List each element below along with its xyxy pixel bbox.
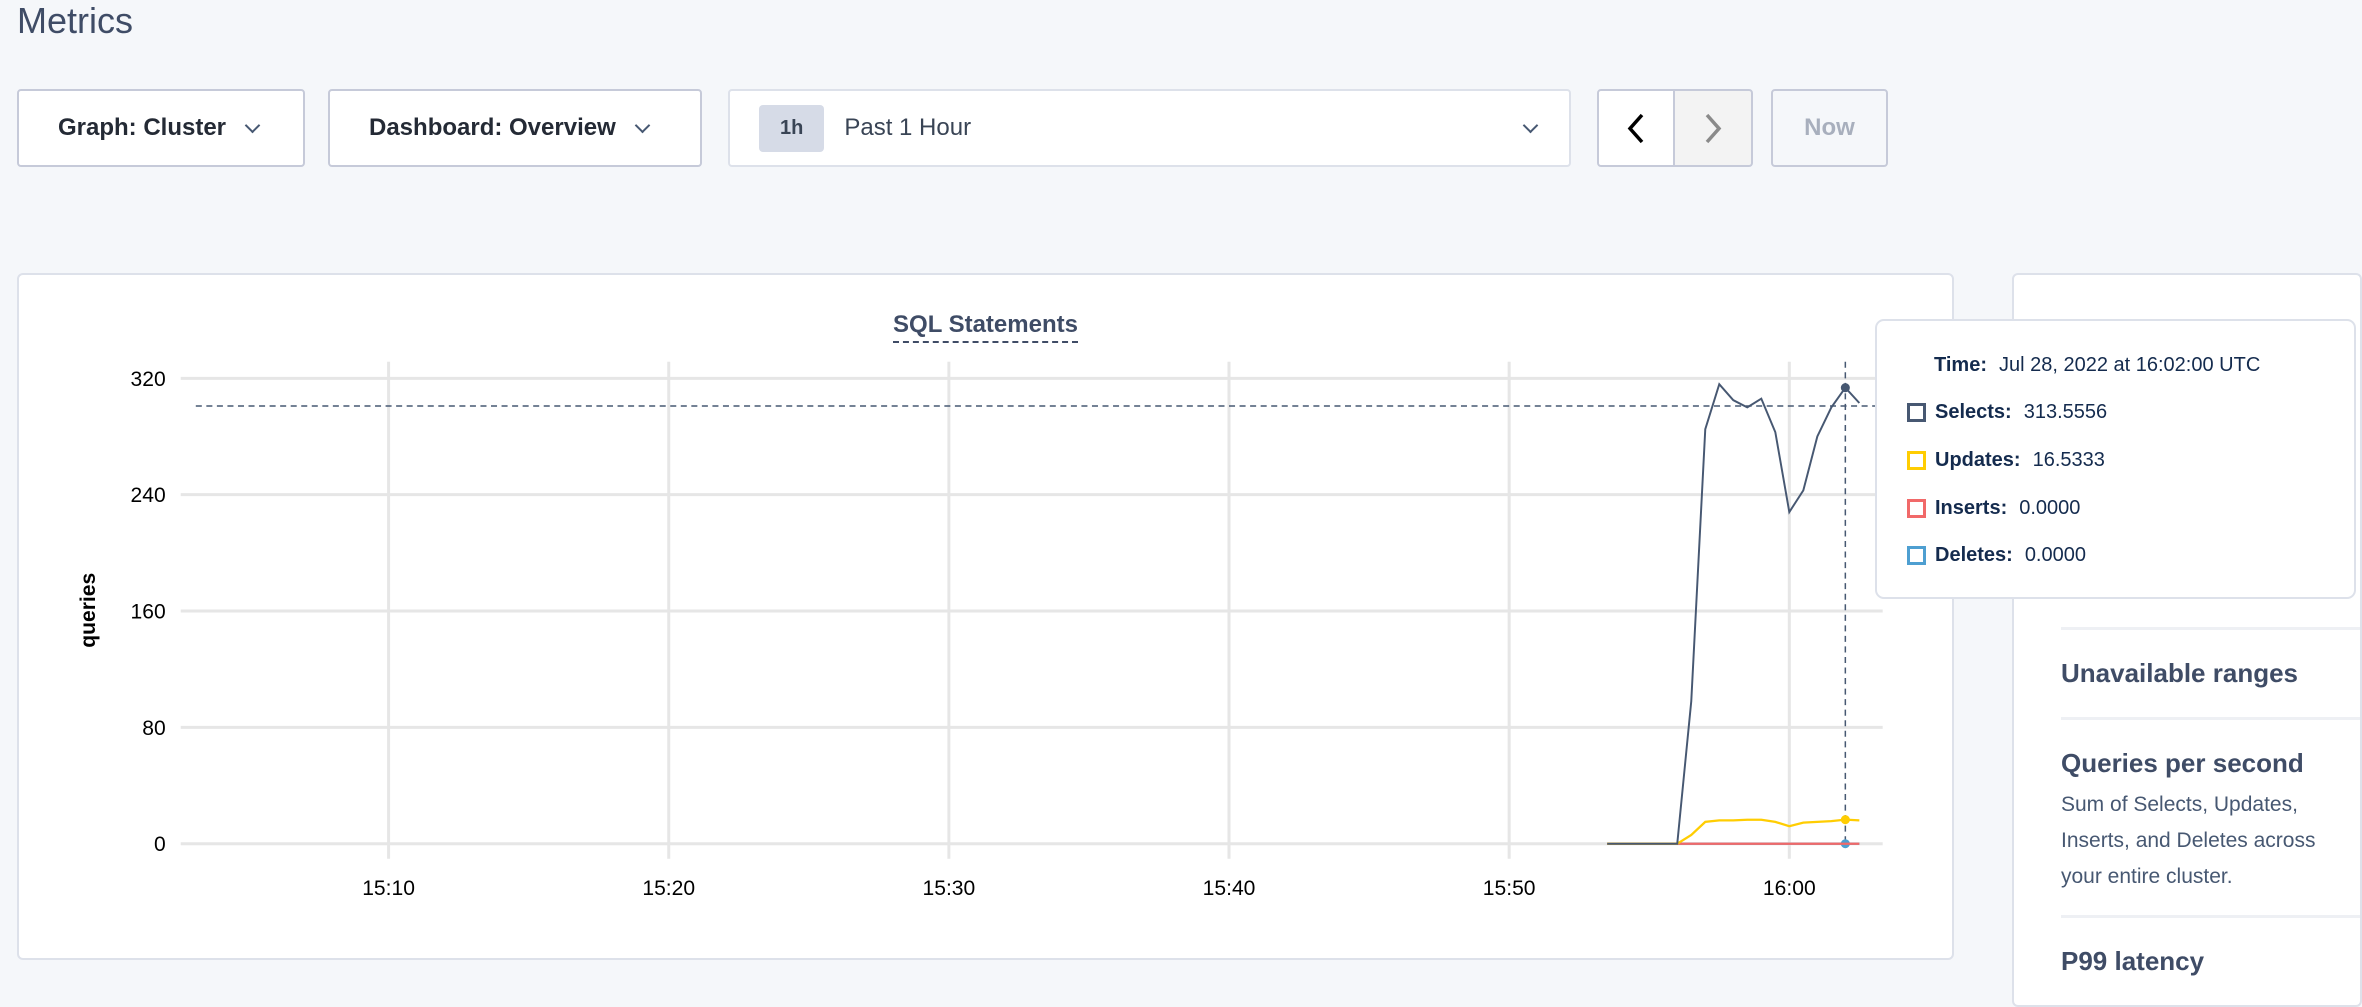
tooltip-row-inserts: Inserts: 0.0000 — [1907, 497, 2080, 520]
hover-point-selects — [1840, 383, 1850, 393]
legend-swatch-icon — [1907, 546, 1926, 565]
tooltip-row-deletes: Deletes: 0.0000 — [1907, 544, 2086, 567]
panel-item-description-line: Sum of Selects, Updates, Inserts, and De… — [2061, 793, 2316, 852]
chevron-left-icon — [1627, 113, 1644, 143]
tooltip-label: Deletes: — [1935, 544, 2013, 566]
chart-title[interactable]: SQL Statements — [893, 311, 1078, 343]
graph-select-label: Graph: Cluster — [58, 114, 227, 141]
divider — [2061, 627, 2360, 630]
x-tick-label: 15:20 — [642, 877, 695, 900]
x-tick-label: 15:40 — [1203, 877, 1256, 900]
tooltip-label: Updates: — [1935, 449, 2021, 471]
tooltip-time-value: Jul 28, 2022 at 16:02:00 UTC — [1998, 354, 2261, 376]
panel-item-title[interactable]: P99 latency — [2061, 946, 2205, 976]
legend-swatch-icon — [1907, 403, 1926, 422]
tooltip-row-selects: Selects: 313.5556 — [1907, 401, 2107, 424]
divider — [2061, 717, 2360, 720]
x-tick-label: 16:00 — [1763, 877, 1816, 900]
legend-swatch-icon — [1907, 499, 1926, 518]
series-line-selects — [1607, 382, 1861, 845]
chevron-right-icon — [1705, 113, 1722, 143]
time-range-label: Past 1 Hour — [844, 114, 972, 141]
graph-select[interactable]: Graph: Cluster — [17, 89, 305, 167]
y-tick-label: 0 — [154, 833, 166, 856]
y-tick-label: 320 — [131, 368, 166, 391]
legend-swatch-icon — [1907, 451, 1926, 470]
panel-item-title[interactable]: Queries per second — [2061, 748, 2304, 778]
series-line-updates — [1607, 818, 1860, 845]
page-title: Metrics — [17, 0, 133, 41]
previous-time-button[interactable] — [1597, 89, 1675, 167]
next-time-button[interactable] — [1673, 89, 1753, 167]
tooltip-label: Selects: — [1935, 401, 2012, 423]
tooltip-label: Inserts: — [1935, 497, 2008, 519]
now-button[interactable]: Now — [1771, 89, 1888, 167]
chart-tooltip: Time: Jul 28, 2022 at 16:02:00 UTC Selec… — [1875, 319, 2356, 599]
time-range-badge: 1h — [759, 104, 825, 152]
sql-statements-chart[interactable]: 0 80 160 240 320 15:10 15:20 15:30 15:40 15:50 16:… — [0, 0, 1958, 966]
dashboard-select-label: Dashboard: Overview — [369, 114, 616, 141]
y-tick-label: 160 — [131, 601, 166, 624]
tooltip-row-updates: Updates: 16.5333 — [1907, 449, 2105, 472]
hover-point-updates — [1840, 815, 1850, 825]
y-tick-label: 80 — [142, 717, 165, 740]
panel-item-description: Sum of Selects, Updates, Inserts, and De… — [2061, 787, 2360, 895]
divider — [2061, 915, 2360, 918]
x-tick-label: 15:30 — [923, 877, 976, 900]
tooltip-value: 0.0000 — [2019, 497, 2081, 519]
x-tick-label: 15:10 — [362, 877, 415, 900]
tooltip-value: 16.5333 — [2032, 449, 2105, 471]
y-axis-label: queries — [77, 573, 100, 648]
sql-statements-chart-card: SQL Statements — [17, 273, 1954, 960]
time-range-select[interactable]: 1h Past 1 Hour — [728, 89, 1571, 167]
panel-item-description-line: your entire cluster. — [2061, 865, 2233, 888]
now-button-label: Now — [1804, 114, 1855, 141]
y-tick-label: 240 — [131, 484, 166, 507]
tooltip-time-label: Time: — [1934, 354, 1987, 376]
dashboard-select[interactable]: Dashboard: Overview — [328, 89, 702, 167]
panel-item-title[interactable]: Unavailable ranges — [2061, 658, 2298, 688]
tooltip-value: 313.5556 — [2023, 401, 2108, 423]
x-tick-label: 15:50 — [1483, 877, 1536, 900]
tooltip-value: 0.0000 — [2024, 544, 2086, 566]
